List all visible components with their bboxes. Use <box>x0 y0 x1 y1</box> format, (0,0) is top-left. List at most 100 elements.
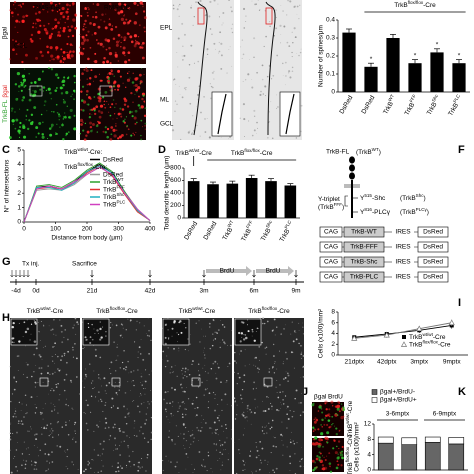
speckle <box>125 369 127 371</box>
speckle <box>82 109 85 112</box>
bar <box>408 63 422 92</box>
speckle <box>97 471 99 473</box>
speckle <box>263 45 265 48</box>
speckle <box>110 361 113 364</box>
speckle <box>86 11 89 14</box>
speckle <box>93 96 96 98</box>
speckle <box>55 49 58 51</box>
speckle <box>64 112 66 114</box>
speckle <box>144 122 147 125</box>
speckle <box>74 13 77 16</box>
speckle <box>291 321 293 323</box>
speckle <box>280 401 281 403</box>
superscript: flox/flox <box>408 0 424 5</box>
speckle <box>328 462 332 465</box>
text-part: ( <box>400 195 403 202</box>
speckle <box>51 58 53 60</box>
speckle <box>270 402 272 405</box>
speckle <box>187 338 189 340</box>
speckle <box>114 8 117 11</box>
speckle <box>243 135 245 137</box>
speckle <box>120 441 122 443</box>
speckle <box>115 359 118 361</box>
speckle <box>186 375 188 378</box>
speckle <box>299 4 301 6</box>
speckle <box>131 111 134 113</box>
speckle <box>35 347 38 350</box>
speckle <box>224 382 226 384</box>
speckle <box>209 0 212 4</box>
timepoint-label: 21d <box>87 288 98 295</box>
speckle <box>210 85 213 88</box>
speckle <box>221 444 224 446</box>
speckle <box>162 350 165 353</box>
speckle <box>110 27 114 31</box>
construct-element <box>343 271 385 283</box>
speckle <box>89 108 92 112</box>
speckle <box>266 346 268 348</box>
speckle <box>219 31 222 34</box>
speckle <box>291 31 293 33</box>
speckle <box>137 351 139 353</box>
y-tick-label: 2 <box>17 190 21 197</box>
speckle <box>79 393 81 395</box>
speckle <box>22 336 24 338</box>
timepoint-label: 0d <box>32 288 40 295</box>
speckle <box>268 397 269 398</box>
micrograph <box>10 68 76 140</box>
y-tick-label: 0.4 <box>326 17 335 24</box>
speckle <box>80 36 82 38</box>
speckle <box>187 131 190 134</box>
speckle <box>74 342 76 345</box>
text-part: Y <box>360 195 365 202</box>
speckle <box>129 110 132 114</box>
speckle <box>73 89 76 93</box>
speckle <box>179 3 181 6</box>
x-tick-label: DsRed <box>360 94 376 115</box>
speckle <box>281 421 283 423</box>
speckle <box>17 442 18 444</box>
micrograph <box>80 2 146 64</box>
speckle <box>62 26 66 30</box>
label-strip <box>82 306 152 317</box>
speckle <box>44 345 46 347</box>
speckle <box>293 27 296 30</box>
speckle <box>143 325 145 327</box>
text-part: TrkB <box>175 150 188 157</box>
legend-swatch <box>371 397 378 403</box>
text-part: TrkB <box>278 228 291 243</box>
speckle <box>300 345 302 347</box>
speckle <box>226 382 228 383</box>
speckle <box>72 464 75 466</box>
speckle <box>143 100 146 103</box>
speckle <box>284 84 286 86</box>
speckle <box>227 458 230 461</box>
speckle <box>50 329 52 331</box>
speckle <box>59 126 61 128</box>
speckle <box>267 464 269 465</box>
speckle <box>202 459 205 461</box>
speckle <box>53 345 55 347</box>
speckle <box>175 425 177 427</box>
speckle <box>18 20 21 24</box>
speckle <box>101 13 104 17</box>
speckle <box>274 334 276 336</box>
speckle <box>56 56 60 60</box>
speckle <box>85 89 89 93</box>
speckle <box>142 432 144 435</box>
speckle <box>67 468 69 470</box>
speckle <box>54 18 57 22</box>
speckle <box>299 460 301 462</box>
speckle <box>178 407 180 409</box>
speckle <box>293 443 296 445</box>
speckle <box>183 437 185 440</box>
domain <box>349 164 355 172</box>
speckle <box>17 98 19 100</box>
speckle <box>53 404 54 405</box>
speckle <box>51 9 54 12</box>
speckle <box>72 18 76 22</box>
y-tick-label: 400 <box>170 190 181 197</box>
speckle <box>289 470 291 471</box>
speckle <box>215 377 218 380</box>
speckle <box>36 433 38 435</box>
